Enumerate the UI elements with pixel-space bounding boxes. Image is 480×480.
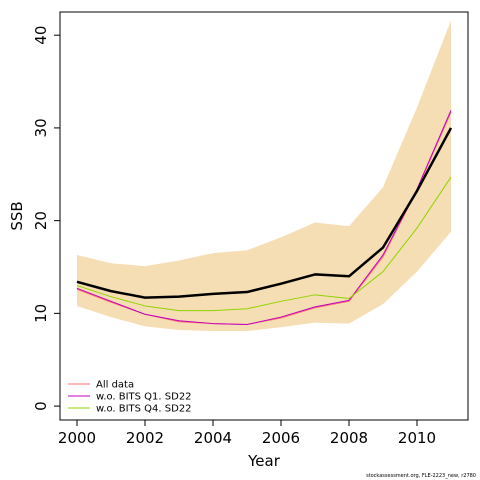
series-line-0 bbox=[76, 127, 453, 299]
y-axis-title: SSB bbox=[8, 201, 26, 230]
x-tick-label: 2008 bbox=[330, 429, 368, 447]
footnote: stockassessment.org, FLE-2223_new, r2780 bbox=[366, 473, 476, 479]
plot-frame bbox=[59, 11, 469, 421]
legend-label: w.o. BITS Q1. SD22 bbox=[96, 392, 192, 403]
confidence-band bbox=[77, 20, 451, 331]
confidence-band-layer bbox=[77, 20, 451, 331]
x-tick-label: 2006 bbox=[262, 429, 300, 447]
y-tick-label: 0 bbox=[32, 401, 50, 411]
x-tick-label: 2004 bbox=[194, 429, 232, 447]
legend-label: All data bbox=[96, 380, 134, 391]
x-tick-label: 2002 bbox=[126, 429, 164, 447]
y-tick-label: 30 bbox=[32, 118, 50, 137]
x-axis: 2000 2002 2004 2006 2008 2010 bbox=[58, 420, 436, 447]
x-axis-title: Year bbox=[247, 452, 281, 470]
y-tick-label: 40 bbox=[32, 26, 50, 45]
y-axis: 0 10 20 30 40 bbox=[32, 26, 60, 411]
y-tick-label: 10 bbox=[32, 304, 50, 323]
legend-label: w.o. BITS Q4. SD22 bbox=[96, 404, 192, 415]
y-tick-label: 20 bbox=[32, 211, 50, 230]
series-lines-layer bbox=[76, 110, 453, 325]
x-tick-label: 2010 bbox=[398, 429, 436, 447]
series-line-2 bbox=[76, 110, 452, 325]
series-line-3 bbox=[76, 176, 452, 312]
x-tick-label: 2000 bbox=[58, 429, 96, 447]
